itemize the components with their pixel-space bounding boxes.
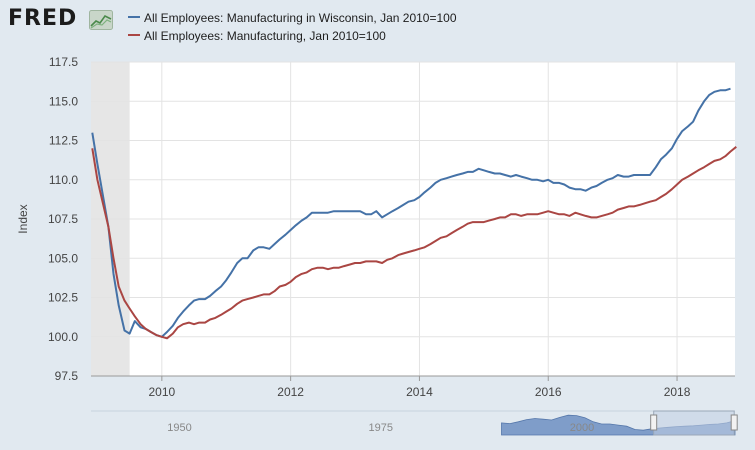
- chart-header: FRED All Employees: Manufacturing in Wis…: [0, 0, 755, 50]
- x-tick-label: 2018: [664, 385, 691, 399]
- fred-logo[interactable]: FRED: [8, 6, 78, 31]
- navigator-selected-window[interactable]: [653, 410, 735, 436]
- navigator-handle-left[interactable]: [650, 414, 658, 431]
- navigator-handle-right[interactable]: [730, 414, 738, 431]
- x-tick-label: 2014: [406, 385, 433, 399]
- x-tick-label: 2010: [148, 385, 175, 399]
- y-tick-label: 115.0: [49, 94, 78, 108]
- navigator-tick-label: 2000: [570, 422, 594, 434]
- x-tick-label: 2016: [535, 385, 562, 399]
- x-axis-ticks: 2010 2012 2014 2016 2018: [91, 375, 735, 399]
- navigator-tick-label: 1975: [369, 422, 393, 434]
- y-tick-label: 117.5: [49, 55, 78, 69]
- legend-label-us-manufacturing: All Employees: Manufacturing, Jan 2010=1…: [144, 29, 386, 43]
- legend-swatch-us-manufacturing: [128, 33, 140, 36]
- navigator-tick-label: 1950: [167, 422, 191, 434]
- fred-chart-logo-icon: [89, 10, 113, 30]
- navigator-x-ticks: 1950 1975 2000: [167, 422, 594, 434]
- y-axis-ticks: 97.5 100.0 102.5 105.0 107.5 110.0 112.5 115.0 1…: [48, 55, 78, 383]
- series-lines: [91, 87, 737, 340]
- x-tick-label: 2012: [277, 385, 304, 399]
- legend-item-us-manufacturing[interactable]: All Employees: Manufacturing, Jan 2010=1…: [128, 29, 386, 43]
- legend-item-wisconsin[interactable]: All Employees: Manufacturing in Wisconsi…: [128, 11, 457, 25]
- y-tick-label: 100.0: [48, 330, 78, 344]
- legend-swatch-wisconsin: [128, 15, 140, 18]
- y-tick-label: 112.5: [49, 134, 78, 148]
- series-line-wisconsin[interactable]: [91, 87, 731, 338]
- legend-label-wisconsin: All Employees: Manufacturing in Wisconsi…: [144, 11, 457, 25]
- y-tick-label: 102.5: [48, 291, 78, 305]
- y-tick-label: 97.5: [55, 369, 79, 383]
- range-navigator[interactable]: 1950 1975 2000: [91, 402, 738, 442]
- y-tick-label: 107.5: [48, 212, 78, 226]
- y-axis-label: Index: [16, 204, 30, 233]
- y-tick-label: 105.0: [48, 251, 78, 265]
- series-line-us-manufacturing[interactable]: [91, 146, 737, 340]
- y-tick-label: 110.0: [49, 173, 78, 187]
